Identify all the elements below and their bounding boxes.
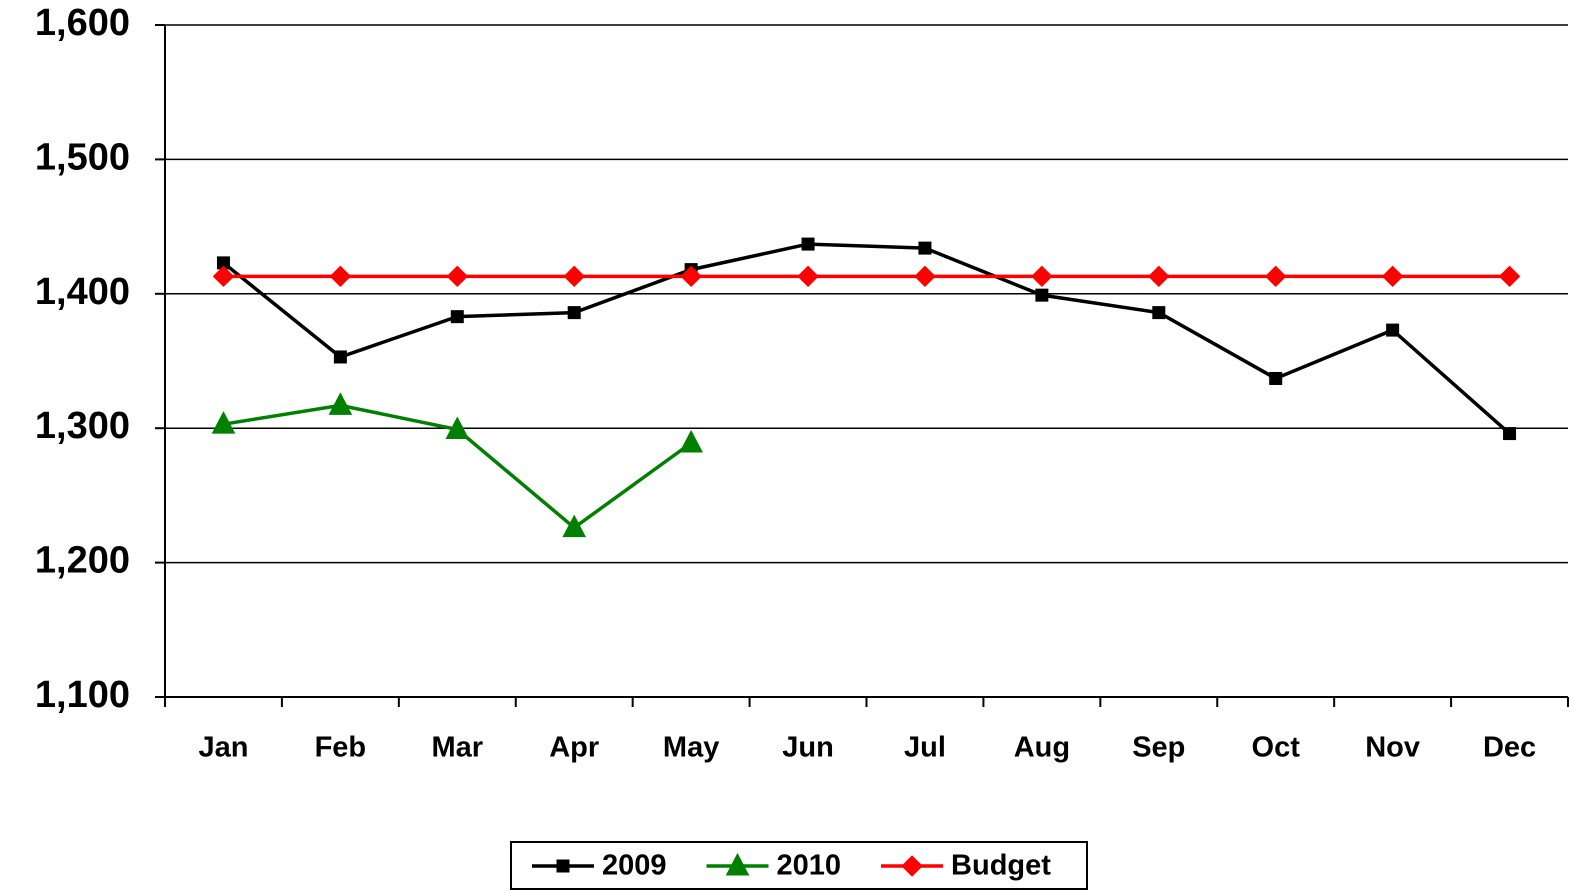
x-tick-label: Feb [315, 732, 367, 764]
data-point [918, 241, 932, 255]
data-point [563, 265, 585, 288]
data-point [914, 265, 936, 288]
data-point [333, 350, 347, 364]
data-point [329, 265, 352, 288]
data-point [562, 514, 587, 538]
data-point [801, 237, 815, 251]
data-point [446, 265, 468, 288]
data-point [1386, 323, 1400, 337]
x-tick-label: Nov [1365, 732, 1420, 764]
data-point [1265, 265, 1287, 288]
data-point [1269, 371, 1283, 385]
data-point [328, 392, 353, 415]
legend-label: 2010 [777, 850, 842, 882]
x-tick-label: Dec [1483, 732, 1536, 764]
data-point [212, 265, 235, 288]
data-point [1503, 427, 1517, 441]
legend-label: 2009 [602, 850, 667, 882]
x-tick-label: Sep [1132, 732, 1185, 764]
series-line [222, 242, 1511, 435]
data-point [211, 411, 236, 434]
y-tick-label: 1,500 [35, 136, 130, 178]
x-tick-label: Jun [782, 732, 834, 764]
y-tick-label: 1,100 [35, 674, 130, 716]
legend-box [510, 841, 1088, 890]
data-point [797, 265, 819, 288]
data-point [1152, 306, 1166, 320]
data-point [567, 306, 581, 320]
data-point [1498, 265, 1521, 288]
x-tick-label: Oct [1252, 732, 1301, 764]
y-tick-label: 1,300 [35, 405, 130, 447]
data-point [1381, 265, 1404, 288]
x-tick-label: Jul [904, 732, 946, 764]
data-point [445, 416, 470, 440]
legend-label: Budget [951, 850, 1051, 882]
y-tick-label: 1,200 [35, 540, 130, 582]
legend-marker [901, 855, 923, 877]
x-tick-label: May [663, 732, 719, 764]
data-point [1035, 288, 1049, 302]
x-tick-label: Apr [549, 732, 599, 764]
data-point [1031, 265, 1053, 288]
y-tick-label: 1,600 [35, 2, 130, 44]
data-point [450, 310, 464, 324]
x-tick-label: Aug [1014, 732, 1070, 764]
y-tick-label: 1,400 [35, 271, 130, 313]
x-tick-label: Jan [198, 732, 248, 764]
x-tick-label: Mar [432, 732, 484, 764]
data-point [679, 429, 703, 453]
legend-marker [725, 852, 750, 876]
legend-marker [556, 859, 570, 873]
data-point [1148, 265, 1170, 288]
data-point [680, 265, 702, 288]
